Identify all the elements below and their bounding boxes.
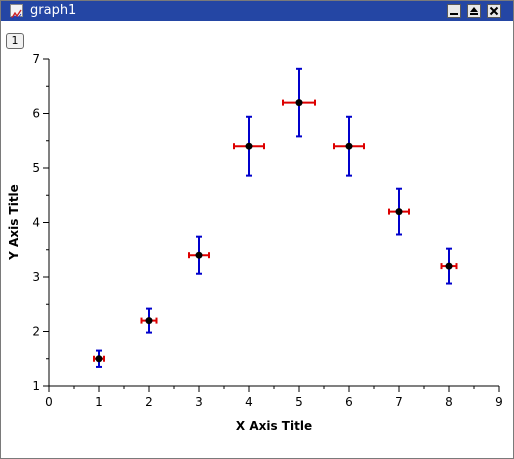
- data-point-group: [140, 307, 158, 334]
- x-tick-label: 0: [45, 395, 53, 409]
- maximize-icon: [470, 7, 478, 15]
- x-tick-label: 7: [395, 395, 403, 409]
- y-tick-label: 3: [32, 270, 40, 284]
- data-point: [245, 142, 253, 150]
- data-point-group: [188, 235, 210, 275]
- x-axis-title: X Axis Title: [236, 419, 312, 433]
- data-point: [345, 142, 353, 150]
- y-tick-label: 4: [32, 216, 40, 230]
- x-tick-label: 3: [195, 395, 203, 409]
- x-tick-label: 9: [495, 395, 503, 409]
- maximize-button[interactable]: [467, 4, 481, 18]
- y-tick-label: 7: [32, 52, 40, 66]
- x-tick-label: 6: [345, 395, 353, 409]
- data-point: [95, 355, 103, 363]
- data-point-group: [333, 115, 365, 177]
- data-point-group: [93, 349, 105, 368]
- graph-app-icon[interactable]: [10, 4, 23, 20]
- data-point: [395, 208, 403, 216]
- data-marks: [93, 67, 458, 368]
- data-point: [145, 317, 153, 325]
- data-point: [295, 99, 303, 107]
- data-point: [445, 262, 453, 270]
- y-tick-label: 6: [32, 107, 40, 121]
- y-tick-label: 2: [32, 325, 40, 339]
- x-tick-label: 5: [295, 395, 303, 409]
- x-tick-label: 4: [245, 395, 253, 409]
- y-tick-label: 1: [32, 379, 40, 393]
- data-point: [195, 251, 203, 259]
- window-title: graph1: [30, 3, 77, 18]
- x-tick-label: 2: [145, 395, 153, 409]
- data-point-group: [440, 247, 458, 285]
- title-bar[interactable]: graph1: [1, 1, 513, 21]
- layer-tab[interactable]: 1: [6, 33, 24, 49]
- close-button[interactable]: [487, 4, 501, 18]
- y-tick-label: 5: [32, 161, 40, 175]
- close-icon: [489, 6, 499, 16]
- data-point-group: [233, 115, 265, 177]
- x-tick-label: 1: [95, 395, 103, 409]
- y-axis-title: Y Axis Title: [7, 184, 21, 261]
- x-tick-label: 8: [445, 395, 453, 409]
- minimize-icon: [450, 13, 458, 15]
- data-point-group: [282, 67, 316, 138]
- data-point-group: [388, 187, 410, 236]
- minimize-button[interactable]: [447, 4, 461, 18]
